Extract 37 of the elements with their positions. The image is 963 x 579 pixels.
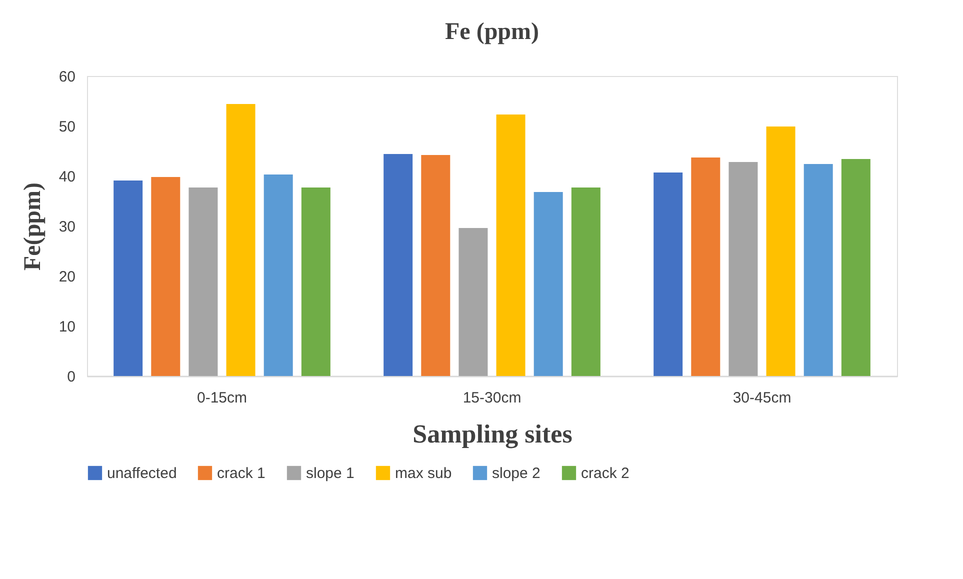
bar: [384, 154, 413, 376]
x-tick-label: 30-45cm: [732, 390, 792, 406]
legend-label: max sub: [395, 465, 452, 482]
bar: [458, 228, 488, 376]
bar: [496, 114, 526, 376]
y-tick-label: 20: [58, 268, 76, 286]
bar: [421, 155, 450, 376]
y-tick-label: 40: [58, 168, 76, 186]
chart-title: Fe (ppm): [445, 19, 539, 45]
y-axis-title: Fe(ppm): [20, 182, 46, 270]
bar: [188, 188, 218, 376]
bar: [804, 164, 833, 376]
y-tick-label: 10: [58, 318, 76, 336]
legend-label: slope 2: [492, 465, 540, 482]
bar: [766, 126, 796, 376]
legend-label: crack 1: [217, 465, 266, 482]
bar: [534, 192, 563, 376]
bar: [691, 158, 720, 376]
y-tick-label: 0: [67, 368, 76, 386]
legend-label: unaffected: [107, 465, 177, 482]
bar: [728, 162, 758, 376]
bar: [226, 104, 256, 376]
bar: [264, 174, 293, 376]
bar: [654, 172, 683, 376]
x-axis-title: Sampling sites: [412, 420, 572, 448]
bar: [841, 159, 870, 376]
legend-label: crack 2: [581, 465, 630, 482]
y-tick-label: 30: [58, 218, 76, 236]
bar: [571, 188, 600, 376]
x-tick-label: 15-30cm: [462, 390, 522, 406]
y-tick-label: 60: [58, 68, 76, 86]
legend-label: slope 1: [306, 465, 354, 482]
bar: [151, 177, 180, 376]
bar: [114, 180, 143, 376]
y-tick-label: 50: [58, 118, 76, 136]
x-tick-label: 0-15cm: [196, 390, 248, 406]
bar: [301, 188, 330, 376]
